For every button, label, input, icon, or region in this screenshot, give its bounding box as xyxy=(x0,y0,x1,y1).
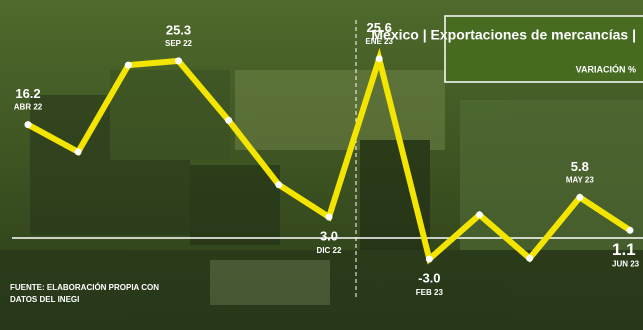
value-label: 16.2 xyxy=(15,86,40,101)
value-label: -3.0 xyxy=(418,270,440,285)
point xyxy=(626,226,634,234)
point xyxy=(325,213,333,221)
point xyxy=(476,211,483,219)
value-label: 5.8 xyxy=(571,159,589,174)
point xyxy=(375,55,383,63)
value-label: 3.0 xyxy=(320,228,338,243)
x-tick-label: MAY 23 xyxy=(566,176,595,185)
point xyxy=(74,148,82,156)
source-box: FUENTE: ELABORACIÓN PROPIA CON DATOS DEL… xyxy=(10,283,160,304)
value-label: 25.6 xyxy=(367,20,392,35)
point xyxy=(24,121,32,129)
point xyxy=(425,255,433,263)
x-tick-label: JUN 23 xyxy=(612,259,640,268)
x-tick-label: SEP 22 xyxy=(165,39,193,48)
x-tick-label: FEB 23 xyxy=(416,288,444,297)
point xyxy=(225,116,233,124)
point xyxy=(124,61,132,69)
point xyxy=(576,193,584,201)
x-tick-label: ENE 23 xyxy=(365,37,393,46)
value-label: 25.3 xyxy=(166,22,191,37)
point xyxy=(526,254,534,262)
x-tick-label: ABR 22 xyxy=(14,103,43,112)
x-tick-label: DIC 22 xyxy=(317,246,342,255)
legend-box xyxy=(444,15,643,83)
value-label: 1.1 xyxy=(612,240,636,259)
chart-title: México | Exportaciones de mercancías | xyxy=(371,27,636,43)
chart-subtitle: VARIACIÓN % xyxy=(576,63,636,74)
point xyxy=(175,57,182,65)
source: FUENTE: ELABORACIÓN PROPIA CON DATOS DEL… xyxy=(10,283,160,304)
point xyxy=(275,181,283,189)
